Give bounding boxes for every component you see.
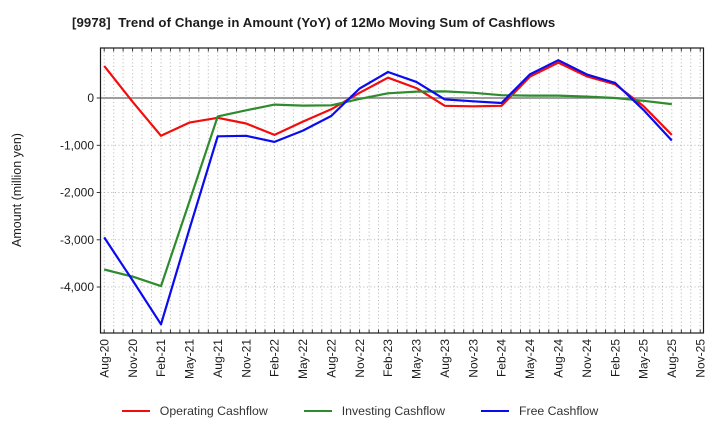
svg-text:Nov-21: Nov-21 (239, 339, 253, 378)
chart-title: [9978] Trend of Change in Amount (YoY) o… (72, 15, 556, 30)
svg-text:Nov-24: Nov-24 (580, 339, 594, 378)
svg-text:Aug-24: Aug-24 (552, 339, 566, 378)
svg-text:Aug-25: Aug-25 (665, 339, 679, 378)
svg-text:Aug-22: Aug-22 (324, 339, 338, 378)
svg-text:-2,000: -2,000 (60, 186, 94, 200)
svg-text:Nov-20: Nov-20 (126, 339, 140, 378)
legend-item-operating: Operating Cashflow (121, 404, 268, 418)
free-line-swatch (480, 409, 509, 413)
svg-text:Feb-25: Feb-25 (608, 339, 622, 377)
plot-border (99, 47, 705, 334)
series-line-free (103, 59, 673, 326)
svg-text:May-24: May-24 (523, 339, 537, 379)
investing-line-swatch (303, 409, 332, 413)
legend-label-free: Free Cashflow (518, 404, 599, 418)
svg-text:Nov-23: Nov-23 (466, 339, 480, 378)
operating-line-swatch (121, 409, 150, 413)
legend: Operating Cashflow Investing Cashflow Fr… (0, 404, 720, 418)
svg-text:Nov-22: Nov-22 (353, 339, 367, 378)
svg-text:Aug-23: Aug-23 (438, 339, 452, 378)
svg-text:Feb-22: Feb-22 (268, 339, 282, 377)
axis-ticks (103, 48, 701, 333)
svg-text:Feb-23: Feb-23 (381, 339, 395, 377)
svg-text:May-25: May-25 (637, 339, 651, 379)
svg-text:Feb-21: Feb-21 (154, 339, 168, 377)
svg-text:Aug-21: Aug-21 (211, 339, 225, 378)
legend-label-investing: Investing Cashflow (341, 404, 445, 418)
legend-item-investing: Investing Cashflow (303, 404, 445, 418)
series-line-operating (103, 61, 673, 137)
svg-text:May-23: May-23 (410, 339, 424, 379)
svg-text:Aug-20: Aug-20 (97, 339, 111, 378)
series-lines (103, 59, 673, 326)
svg-text:0: 0 (87, 91, 94, 105)
svg-text:-1,000: -1,000 (60, 138, 94, 152)
svg-text:-4,000: -4,000 (60, 280, 94, 294)
y-tick-labels: 0 -1,000 -2,000 -3,000 -4,000 (60, 91, 101, 294)
svg-text:-3,000: -3,000 (60, 233, 94, 247)
svg-text:May-21: May-21 (183, 339, 197, 379)
x-tick-labels: Aug-20 Nov-20 Feb-21 May-21 Aug-21 Nov-21 Feb-… (97, 339, 707, 379)
gridlines (100, 48, 704, 333)
series-line-investing (103, 90, 672, 288)
legend-label-operating: Operating Cashflow (159, 404, 268, 418)
svg-text:Feb-24: Feb-24 (495, 339, 509, 377)
svg-text:May-22: May-22 (296, 339, 310, 379)
legend-item-free: Free Cashflow (480, 404, 599, 418)
svg-text:Nov-25: Nov-25 (693, 339, 707, 378)
